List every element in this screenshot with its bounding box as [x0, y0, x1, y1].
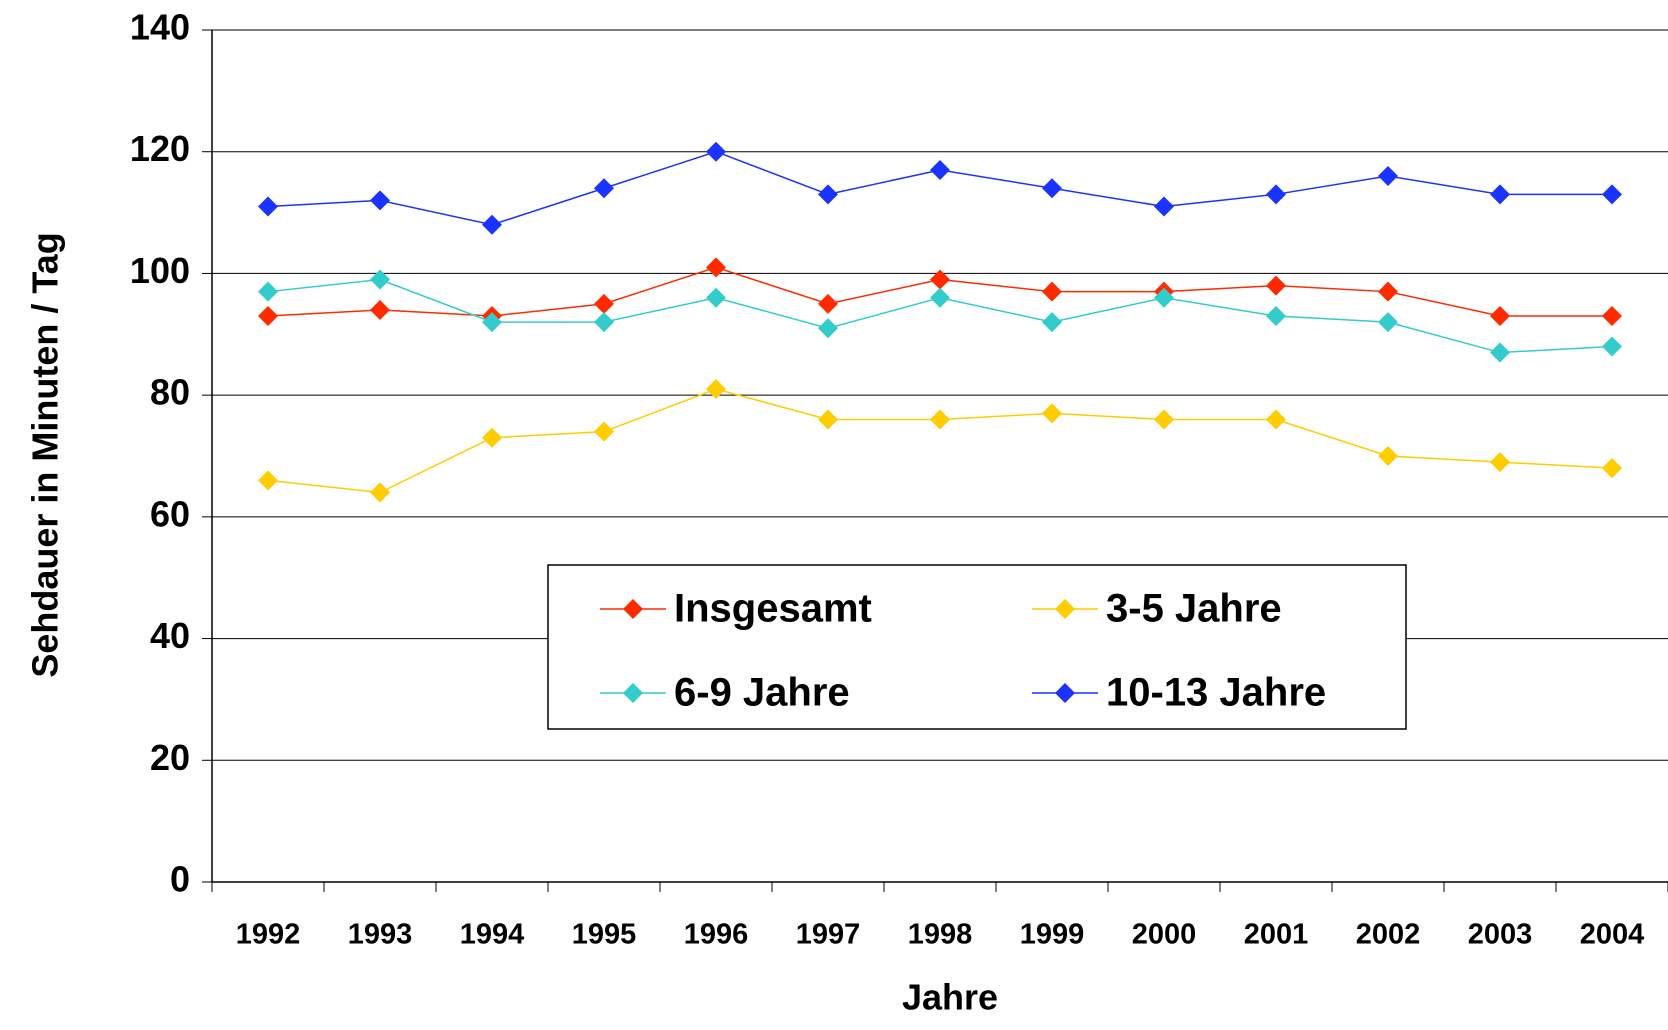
data-point: [706, 379, 726, 400]
x-tick-label: 2002: [1356, 919, 1421, 951]
data-point: [706, 287, 726, 308]
data-point: [1042, 281, 1062, 302]
data-point: [930, 287, 950, 308]
data-point: [930, 269, 950, 290]
legend-marker: [623, 599, 643, 619]
data-point: [1490, 342, 1510, 363]
x-tick-label: 2003: [1468, 919, 1533, 951]
y-axis-title: Sehdauer in Minuten / Tag: [25, 232, 66, 677]
data-point: [930, 159, 950, 180]
legend-marker: [623, 683, 643, 703]
x-tick-label: 1996: [684, 919, 749, 951]
data-point: [258, 196, 278, 217]
data-point: [594, 421, 614, 442]
x-tick-label: 1999: [1020, 919, 1085, 951]
data-point: [1266, 184, 1286, 205]
data-point: [594, 312, 614, 333]
data-point: [1154, 287, 1174, 308]
data-point: [370, 299, 390, 320]
y-tick-label: 80: [150, 372, 190, 413]
data-point: [706, 141, 726, 162]
y-tick-label: 100: [130, 250, 190, 291]
data-point: [1602, 458, 1622, 479]
data-point: [1378, 281, 1398, 302]
x-tick-label: 2001: [1244, 919, 1309, 951]
data-point: [594, 178, 614, 199]
data-point: [482, 312, 502, 333]
legend-label: 10-13 Jahre: [1106, 671, 1326, 715]
x-tick-label: 1993: [348, 919, 413, 951]
y-tick-label: 60: [150, 493, 190, 534]
data-point: [706, 257, 726, 278]
x-tick-label: 1995: [572, 919, 637, 951]
data-point: [1042, 178, 1062, 199]
x-tick-label: 1992: [236, 919, 301, 951]
data-point: [1266, 275, 1286, 296]
legend-marker: [1055, 599, 1075, 619]
data-point: [482, 427, 502, 448]
data-point: [1602, 306, 1622, 327]
data-point: [1490, 452, 1510, 473]
data-point: [1154, 196, 1174, 217]
data-point: [818, 293, 838, 314]
y-tick-label: 20: [150, 737, 190, 778]
data-point: [1266, 306, 1286, 327]
legend-label: 6-9 Jahre: [674, 671, 850, 715]
data-point: [482, 214, 502, 235]
y-tick-label: 140: [130, 7, 190, 48]
x-tick-label: 1997: [796, 919, 861, 951]
data-point: [930, 409, 950, 430]
legend-marker: [1055, 683, 1075, 703]
legend: Insgesamt 3-5 Jahre 6-9 Jahre 10-13 Jahre: [547, 564, 1407, 730]
data-point: [1490, 184, 1510, 205]
data-point: [1378, 166, 1398, 187]
x-tick-label: 1994: [460, 919, 525, 951]
x-tick-label: 2004: [1580, 919, 1645, 951]
y-tick-label: 0: [170, 859, 190, 900]
legend-label: 3-5 Jahre: [1106, 587, 1282, 631]
x-tick-label: 2000: [1132, 919, 1197, 951]
data-point: [258, 306, 278, 327]
data-point: [1042, 403, 1062, 424]
data-point: [258, 470, 278, 491]
data-point: [1602, 184, 1622, 205]
data-point: [1602, 336, 1622, 357]
x-tick-label: 1998: [908, 919, 973, 951]
data-point: [1490, 306, 1510, 327]
y-tick-label: 120: [130, 128, 190, 169]
legend-box: [547, 564, 1407, 730]
data-point: [1042, 312, 1062, 333]
data-point: [258, 281, 278, 302]
data-point: [1154, 409, 1174, 430]
data-point: [370, 269, 390, 290]
data-point: [370, 190, 390, 211]
data-point: [594, 293, 614, 314]
data-point: [818, 409, 838, 430]
data-point: [818, 184, 838, 205]
data-point: [370, 482, 390, 503]
legend-label: Insgesamt: [674, 587, 872, 631]
x-axis-title: Jahre: [902, 977, 998, 1018]
y-tick-label: 40: [150, 615, 190, 656]
data-point: [818, 318, 838, 339]
data-point: [1378, 446, 1398, 466]
data-point: [1378, 312, 1398, 333]
series-line: [267, 388, 1613, 494]
data-point: [1266, 409, 1286, 430]
